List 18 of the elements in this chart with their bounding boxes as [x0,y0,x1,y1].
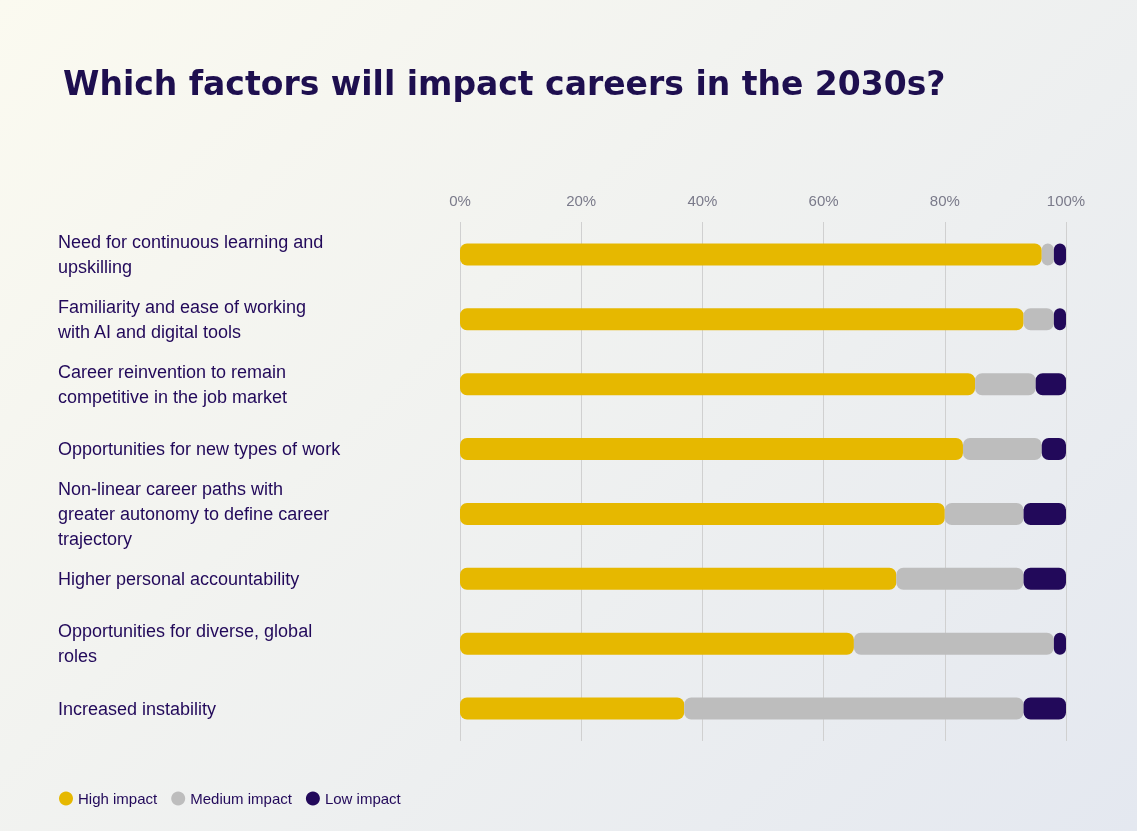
x-tick-label: 40% [687,192,718,209]
legend-label: Medium impact [190,790,293,807]
y-tick-label: Career reinvention to remain competitive in the job market [58,361,292,407]
x-tick-label: 100% [1046,192,1086,209]
y-tick-label: Need for continuous learning and upskilling [58,231,329,277]
y-tick-label: Higher personal accountability [58,568,300,589]
y-tick-label: Non-linear career paths with greater autonomy to define career trajectory [58,478,335,549]
legend-label: Low impact [324,790,402,807]
x-tick-label: 80% [929,192,960,209]
y-tick-label: Opportunities for diverse, global roles [58,621,318,667]
x-tick-label: 0% [449,192,471,209]
x-tick-label: 60% [808,192,839,209]
x-tick-label: 20% [566,192,597,209]
y-tick-label: Increased instability [58,698,217,719]
legend-label: High impact [78,790,159,807]
chart-title: Which factors will impact careers in the 2030s? [63,64,946,103]
y-tick-label: Familiarity and ease of working with AI and digital tools [57,296,312,342]
y-tick-label: Opportunities for new types of work [58,439,342,460]
